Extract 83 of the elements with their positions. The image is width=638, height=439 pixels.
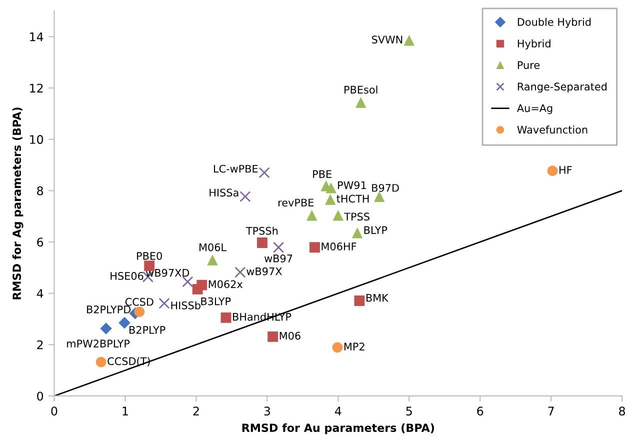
- x-axis-title: RMSD for Au parameters (BPA): [242, 423, 434, 434]
- point: [306, 210, 318, 221]
- y-tick-label: 14: [30, 32, 44, 42]
- point: [100, 322, 112, 334]
- x-tick-label: 6: [477, 406, 484, 416]
- point: [256, 238, 268, 248]
- annotation: mPW2BPLYP: [67, 340, 130, 348]
- annotation: B3LYP: [201, 297, 231, 306]
- point: [326, 182, 336, 194]
- annotation: revPBE: [278, 198, 314, 207]
- y-tick-label: 10: [30, 135, 44, 144]
- annotation: BMK: [366, 294, 389, 302]
- point: [258, 167, 270, 178]
- point: [207, 254, 218, 266]
- annotation: B2PLYPD: [87, 305, 131, 314]
- annotation: M06L: [200, 243, 226, 252]
- point: [240, 190, 251, 202]
- point: [325, 194, 336, 205]
- annotation: B2PLYP: [130, 326, 166, 334]
- point: [220, 312, 232, 323]
- point: [356, 97, 366, 108]
- annotation: wB97XD: [146, 268, 190, 277]
- annotation: SVWN: [372, 36, 402, 44]
- point: [354, 296, 365, 306]
- x-tick-label: 4: [334, 406, 342, 416]
- annotation: CCSD: [125, 298, 154, 306]
- annotation: PW91: [338, 181, 366, 190]
- annotation: MP2: [344, 342, 364, 350]
- point: [310, 242, 320, 253]
- annotation: HF: [560, 166, 572, 174]
- annotation: M062x: [208, 280, 243, 288]
- legend-label: Hybrid: [518, 39, 550, 50]
- point: [352, 228, 363, 238]
- y-tick-label: 6: [37, 238, 44, 247]
- point: [192, 284, 203, 294]
- y-tick-label: 4: [36, 289, 44, 298]
- annotation: M06HF: [322, 242, 356, 250]
- y-tick-label: 12: [30, 84, 43, 92]
- legend-label: Double Hybrid: [518, 18, 591, 28]
- point: [268, 331, 278, 342]
- point: [547, 166, 558, 176]
- point: [134, 306, 145, 317]
- annotation: BLYP: [364, 226, 388, 234]
- x-tick-label: 2: [193, 406, 199, 416]
- x-tick-label: 8: [619, 406, 625, 416]
- point: [234, 266, 246, 278]
- legend-label: Range-Separated: [518, 82, 607, 93]
- annotation: LC-wPBE: [214, 164, 258, 173]
- point: [332, 210, 344, 221]
- x-tick-label: 1: [122, 406, 128, 416]
- x-tick-label: 5: [406, 406, 412, 416]
- annotation: CCSD(T): [108, 357, 150, 366]
- annotation: TPSS: [344, 212, 370, 221]
- point: [118, 317, 130, 329]
- annotation: HISSa: [210, 188, 238, 197]
- legend-label: Au=Ag: [516, 104, 552, 114]
- annotation: M06: [280, 332, 300, 340]
- annotation: B97D: [372, 184, 399, 192]
- y-axis-title: RMSD for Ag parameters (BPA): [12, 108, 24, 300]
- annotation: tHCTH: [336, 194, 369, 203]
- x-tick-label: 3: [264, 406, 270, 416]
- x-tick-label: 0: [51, 406, 58, 416]
- y-tick-label: 8: [37, 186, 44, 196]
- point: [374, 192, 385, 202]
- annotation: HSE06: [110, 272, 144, 280]
- legend-label: Wavefunction: [517, 126, 588, 134]
- annotation: wB97X: [246, 267, 282, 276]
- point: [272, 242, 284, 253]
- annotation: PBE: [313, 170, 332, 178]
- point: [158, 298, 170, 309]
- point: [182, 276, 194, 288]
- annotation: wB97: [264, 254, 292, 262]
- annotation: TPSSh: [246, 226, 278, 235]
- y-tick-label: 2: [37, 340, 43, 350]
- annotation: PBEsol: [344, 86, 378, 94]
- y-tick-label: 0: [37, 392, 44, 401]
- point: [404, 35, 414, 46]
- point: [332, 342, 343, 353]
- point: [96, 356, 106, 368]
- x-tick-label: 7: [548, 406, 554, 416]
- annotation: HISSb: [171, 301, 200, 310]
- legend-label: Pure: [518, 61, 540, 69]
- annotation: PBE0: [137, 252, 162, 260]
